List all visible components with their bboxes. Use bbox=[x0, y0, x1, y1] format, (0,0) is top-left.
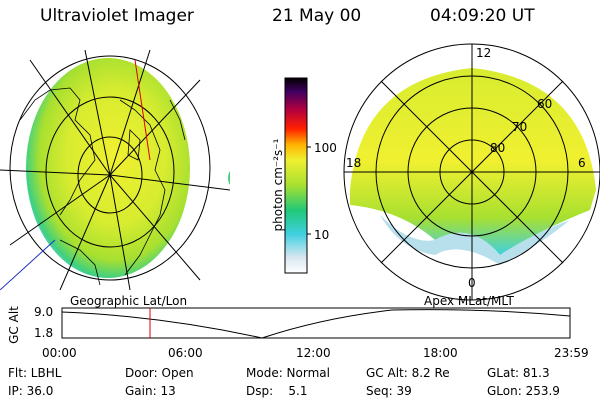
polar-emission-fringe bbox=[380, 215, 570, 265]
geo-lat-circle bbox=[77, 136, 143, 214]
geo-emission-spot bbox=[228, 171, 230, 185]
info-gc-alt: GC Alt: 8.2 Re bbox=[366, 366, 450, 380]
geo-coastlines bbox=[19, 87, 186, 286]
mlat-label-70: 70 bbox=[512, 120, 528, 134]
orbit-xtick-1200: 12:00 bbox=[296, 346, 331, 360]
mlt-label-18: 18 bbox=[346, 156, 362, 170]
geographic-image bbox=[0, 49, 230, 290]
geo-meridians bbox=[0, 49, 230, 290]
mlt-label-0: 0 bbox=[468, 276, 476, 290]
orbit-ytick-min: 1.8 bbox=[34, 326, 54, 340]
geo-terminator-line bbox=[134, 59, 151, 161]
instrument-title: Ultraviolet Imager bbox=[40, 6, 194, 26]
polar-image bbox=[343, 43, 600, 301]
mlat-label-80: 80 bbox=[490, 141, 506, 155]
colorbar-unit-label: photon cm⁻²s⁻¹ bbox=[271, 138, 285, 232]
info-filter: Flt: LBHL bbox=[8, 366, 62, 380]
geo-caption: Geographic Lat/Lon bbox=[70, 294, 188, 308]
polar-caption: Apex MLat/MLT bbox=[424, 294, 514, 308]
geo-emission-region bbox=[26, 58, 190, 278]
info-glon: GLon: 253.9 bbox=[487, 384, 560, 398]
mlat-label-60: 60 bbox=[537, 97, 553, 111]
info-door: Door: Open bbox=[125, 366, 194, 380]
info-mode: Mode: Normal bbox=[246, 366, 330, 380]
geo-orbit-track bbox=[0, 239, 56, 290]
info-seq: Seq: 39 bbox=[366, 384, 412, 398]
orbit-altitude-curve bbox=[61, 309, 571, 339]
orbit-ytick-max: 9.0 bbox=[34, 305, 54, 319]
geo-lat-circle bbox=[9, 55, 211, 281]
info-gain: Gain: 13 bbox=[125, 384, 176, 398]
mlt-label-6: 6 bbox=[578, 156, 586, 170]
orbit-ylabel: GC Alt bbox=[7, 306, 21, 344]
orbit-xtick-0600: 06:00 bbox=[168, 346, 203, 360]
polar-mlt-lines bbox=[344, 44, 600, 300]
mlt-label-12: 12 bbox=[476, 46, 492, 60]
orbit-plot bbox=[61, 307, 571, 339]
orbit-xtick-0000: 00:00 bbox=[42, 346, 77, 360]
colorbar-tick-10: 10 bbox=[314, 228, 330, 242]
colorbar bbox=[284, 77, 311, 274]
image-time: 04:09:20 UT bbox=[430, 6, 535, 26]
info-dsp: Dsp: 5.1 bbox=[246, 384, 308, 398]
colorbar-tick-100: 100 bbox=[314, 141, 337, 155]
polar-emission-region bbox=[350, 68, 596, 255]
info-glat: GLat: 81.3 bbox=[487, 366, 550, 380]
info-ip: IP: 36.0 bbox=[8, 384, 54, 398]
image-date: 21 May 00 bbox=[272, 6, 362, 26]
orbit-xtick-2359: 23:59 bbox=[554, 346, 589, 360]
orbit-xtick-1800: 18:00 bbox=[423, 346, 458, 360]
